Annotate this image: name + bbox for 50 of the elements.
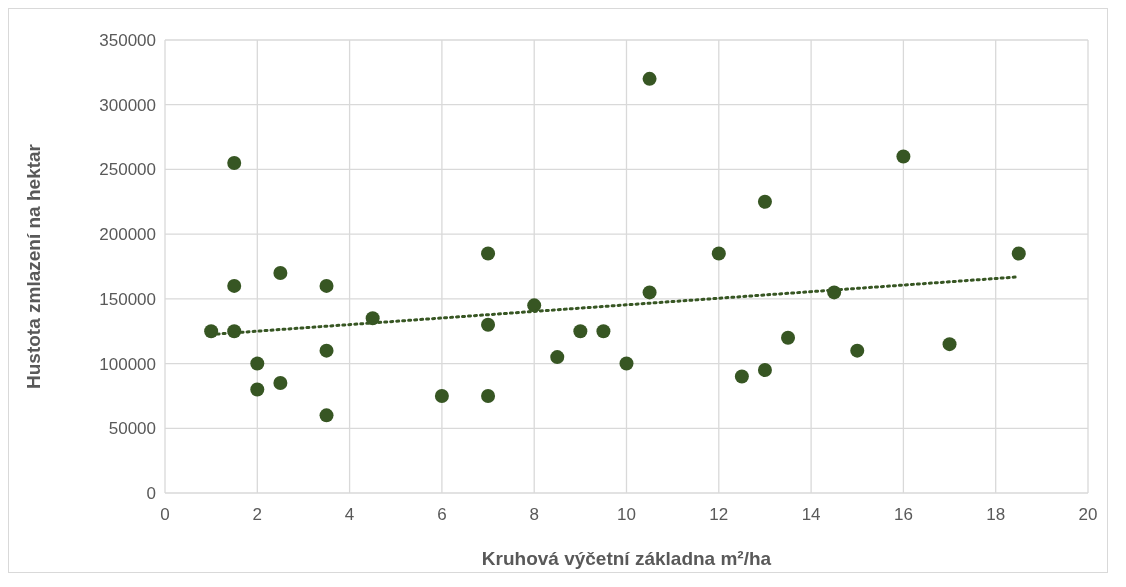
y-axis-title: Hustota zmlazení na hektar [23,143,44,389]
point [319,408,334,423]
point [573,324,588,339]
point [227,278,242,293]
point [273,375,288,390]
x-tick-label: 0 [160,505,170,524]
y-tick-label: 150000 [99,289,156,309]
x-tick-label: 16 [893,505,913,524]
x-tick-label: 6 [437,505,447,524]
point [1011,246,1026,261]
point [481,317,496,332]
point [734,369,749,384]
x-tick-label: 8 [529,505,539,524]
point [757,363,772,378]
x-tick-label: 12 [709,505,729,524]
y-tick-label: 200000 [99,225,156,245]
point [481,246,496,261]
point [319,343,334,358]
point [942,337,957,352]
y-tick-label: 100000 [99,354,156,374]
x-tick-label: 18 [986,505,1006,524]
y-tick-label: 300000 [99,95,156,115]
point [642,71,657,86]
x-axis-title: Kruhová výčetní základna m²/ha [481,548,772,569]
y-tick-label: 0 [146,484,156,503]
y-tick-label: 250000 [99,160,156,180]
y-tick-label: 350000 [99,31,156,50]
point [273,265,288,280]
x-tick-label: 4 [344,505,355,524]
x-tick-label: 10 [617,505,636,524]
point [481,388,496,403]
point [527,298,542,313]
y-tick-label: 50000 [108,419,156,439]
point [319,278,334,293]
x-tick-label: 20 [1078,505,1098,524]
point [619,356,634,371]
point [250,356,265,371]
point [850,343,865,358]
point [781,330,796,345]
point [596,324,611,339]
point [711,246,726,261]
point [642,285,657,300]
point [434,388,449,403]
point [550,350,565,365]
x-tick-label: 14 [801,505,821,524]
point [250,382,265,397]
x-tick-label: 2 [252,505,263,524]
point [896,149,911,164]
point [757,194,772,209]
point [227,155,242,170]
